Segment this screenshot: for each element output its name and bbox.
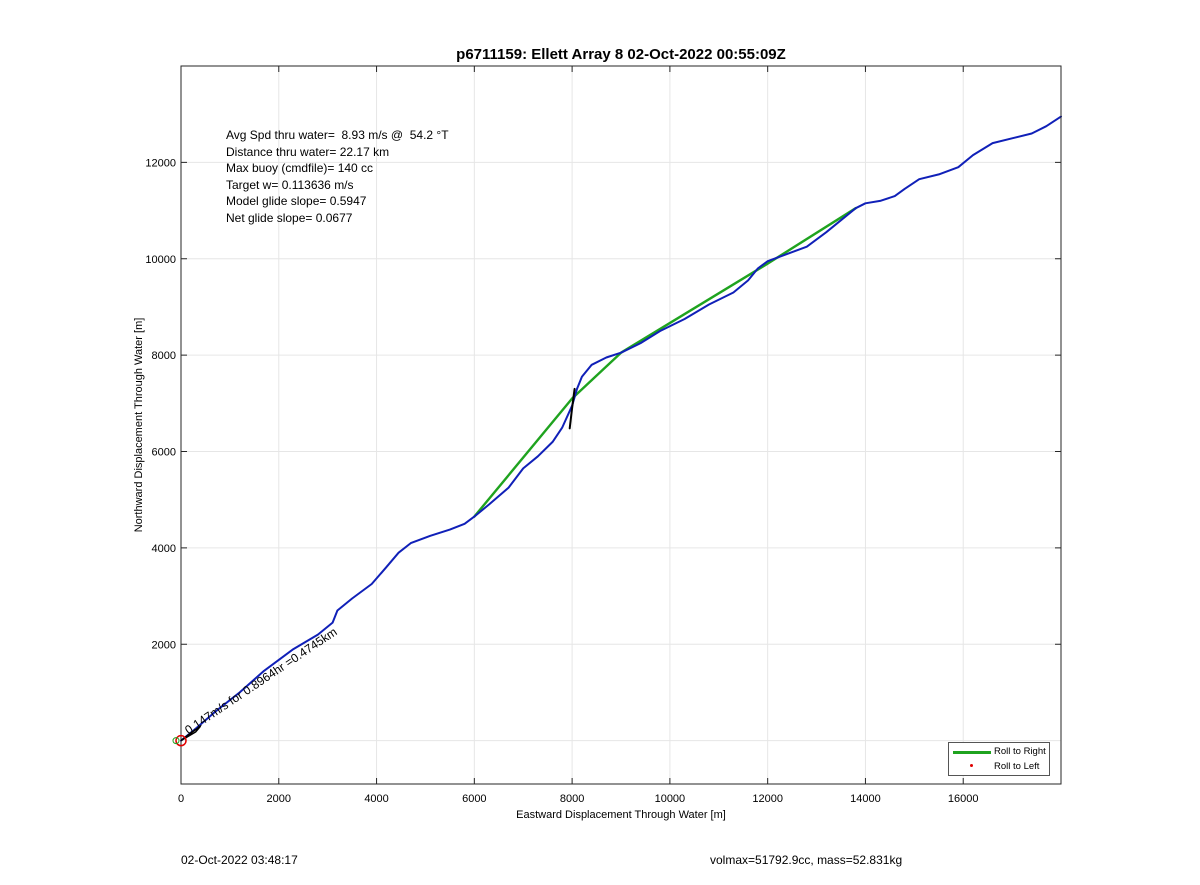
legend-green-line-icon [953, 751, 991, 754]
x-tick-label: 10000 [655, 793, 686, 805]
max-buoy-text: Max buoy (cmdfile)= 140 cc [226, 161, 374, 176]
x-tick-label: 14000 [850, 793, 881, 805]
axis-ticks: 0 2000 4000 6000 8000 10000 12000 14000 16000 200… [145, 66, 1061, 805]
x-tick-label: 6000 [462, 793, 486, 805]
x-tick-label: 12000 [752, 793, 783, 805]
x-tick-label: 8000 [560, 793, 584, 805]
x-tick-label: 16000 [948, 793, 979, 805]
series-line-2 [568, 387, 576, 430]
y-tick-label: 10000 [145, 254, 176, 266]
model-glide-text: Model glide slope= 0.5947 [226, 194, 367, 209]
target-w-text: Target w= 0.113636 m/s [226, 177, 354, 192]
y-tick-label: 2000 [152, 639, 176, 651]
footer-summary: volmax=51792.9cc, mass=52.831kg [710, 853, 903, 867]
series-layer [180, 115, 1062, 742]
start-green-marker [172, 737, 180, 745]
net-glide-text: Net glide slope= 0.0677 [226, 210, 353, 225]
y-tick-label: 6000 [152, 447, 176, 459]
chart-title: p6711159: Ellett Array 8 02-Oct-2022 00:… [456, 46, 786, 63]
series-line-1 [180, 115, 1062, 742]
x-tick-label: 4000 [364, 793, 388, 805]
x-tick-label: 0 [178, 793, 184, 805]
start-circle-marker [175, 734, 187, 747]
y-tick-label: 4000 [152, 543, 176, 555]
legend-item-roll-left: Roll to Left [949, 759, 1049, 773]
current-vector-line [180, 725, 202, 742]
stats-annotation: Avg Spd thru water= 8.93 m/s @ 54.2 °T D… [226, 127, 449, 227]
avg-speed-text: Avg Spd thru water= 8.93 m/s @ 54.2 °T [226, 128, 449, 142]
distance-text: Distance thru water= 22.17 km [226, 144, 390, 159]
plot-frame [180, 65, 1062, 785]
legend: Roll to Right Roll to Left [948, 742, 1050, 776]
legend-label: Roll to Left [994, 761, 1040, 772]
legend-label: Roll to Right [994, 746, 1046, 757]
y-tick-label: 8000 [152, 350, 176, 362]
plot-area [181, 66, 1061, 784]
footer-timestamp: 02-Oct-2022 03:48:17 [181, 853, 298, 867]
legend-red-dot-icon [970, 764, 973, 767]
y-axis-label: Northward Displacement Through Water [m] [133, 318, 145, 533]
x-tick-label: 2000 [267, 793, 291, 805]
legend-item-roll-right: Roll to Right [949, 744, 1049, 758]
x-axis-label: Eastward Displacement Through Water [m] [516, 809, 726, 821]
y-tick-label: 12000 [145, 157, 176, 169]
start-marker [172, 725, 202, 747]
